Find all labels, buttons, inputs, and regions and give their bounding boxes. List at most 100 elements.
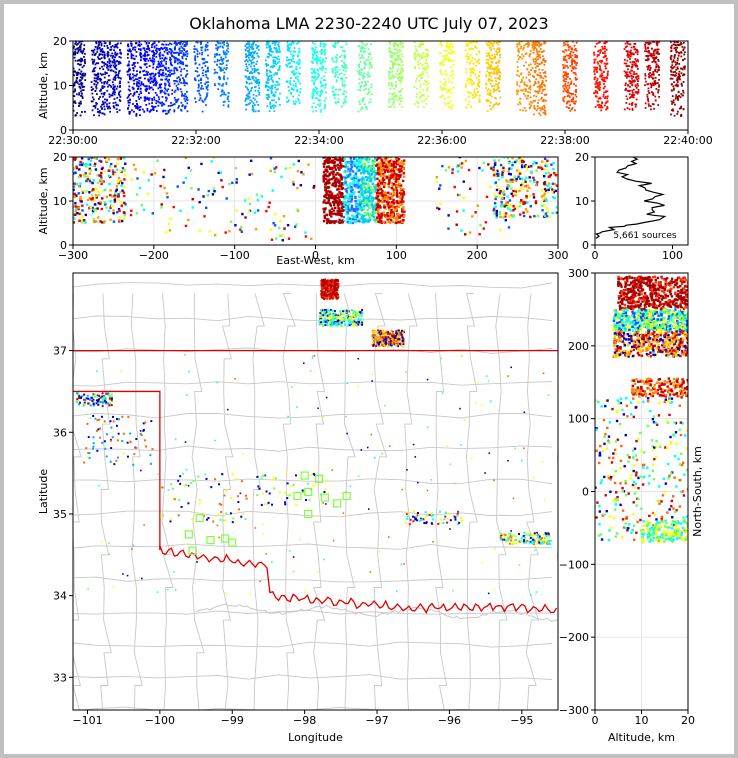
source-point: [529, 106, 531, 109]
source-point: [627, 84, 630, 87]
source-point: [318, 99, 321, 101]
source-point: [278, 98, 281, 101]
source-point: [91, 58, 94, 61]
source-point: [73, 84, 76, 87]
source-point: [473, 69, 476, 72]
source-point: [339, 176, 343, 180]
source-point: [367, 172, 370, 175]
source-point: [170, 73, 173, 75]
source-point: [566, 43, 569, 46]
source-point: [530, 104, 532, 107]
source-point: [445, 104, 447, 107]
source-point: [80, 94, 82, 97]
source-point: [447, 106, 450, 108]
source-point: [287, 86, 290, 88]
source-point: [419, 45, 421, 48]
source-point: [299, 88, 302, 90]
source-point: [112, 209, 115, 212]
source-point: [119, 62, 122, 65]
source-point: [451, 43, 454, 46]
source-point: [645, 50, 648, 53]
source-point: [245, 104, 248, 106]
source-point: [114, 51, 117, 54]
source-point: [526, 68, 529, 71]
source-point: [427, 49, 430, 52]
source-point: [97, 41, 100, 43]
source-point: [98, 97, 100, 100]
source-point: [596, 66, 598, 69]
source-point: [570, 98, 573, 101]
source-point: [132, 63, 135, 66]
source-point: [634, 51, 637, 54]
source-point: [128, 112, 131, 115]
source-point: [126, 70, 129, 73]
source-point: [200, 82, 202, 84]
source-point: [469, 47, 472, 50]
source-point: [223, 100, 226, 103]
source-point: [173, 96, 176, 99]
source-point: [155, 83, 157, 86]
source-point: [605, 48, 608, 51]
source-point: [674, 103, 676, 106]
source-point: [252, 102, 255, 105]
source-point: [151, 60, 154, 63]
source-point: [540, 50, 543, 53]
source-point: [520, 45, 523, 48]
source-point: [393, 96, 396, 98]
source-point: [78, 163, 82, 166]
source-point: [202, 74, 205, 77]
source-point: [469, 61, 471, 64]
source-point: [603, 91, 606, 94]
source-point: [397, 58, 400, 61]
source-point: [96, 111, 99, 113]
source-point: [533, 44, 536, 47]
source-point: [162, 54, 165, 57]
source-point: [119, 96, 122, 98]
source-point: [516, 43, 518, 46]
source-point: [680, 93, 683, 95]
source-point: [539, 76, 542, 79]
source-point: [79, 182, 82, 185]
source-point: [123, 178, 126, 181]
source-point: [286, 41, 289, 44]
source-point: [332, 209, 335, 212]
source-point: [534, 43, 537, 45]
source-point: [485, 58, 488, 61]
source-point: [248, 50, 250, 52]
source-point: [658, 96, 661, 98]
source-point: [476, 76, 478, 79]
source-point: [400, 160, 404, 163]
source-point: [519, 109, 522, 111]
y-tick-label: 20: [53, 35, 67, 48]
source-point: [644, 48, 647, 50]
source-point: [86, 198, 90, 202]
source-point: [143, 63, 146, 66]
source-point: [221, 45, 224, 48]
source-point: [225, 64, 228, 67]
source-point: [275, 101, 277, 104]
source-point: [248, 92, 251, 95]
source-point: [266, 85, 269, 88]
source-point: [168, 229, 172, 232]
source-point: [544, 84, 546, 87]
source-point: [177, 76, 180, 79]
source-point: [254, 67, 256, 70]
source-point: [496, 41, 498, 44]
source-point: [603, 56, 606, 58]
source-point: [291, 41, 294, 43]
source-point: [280, 175, 283, 179]
source-point: [656, 82, 659, 84]
source-point: [103, 157, 107, 159]
source-point: [321, 84, 324, 87]
source-point: [533, 60, 535, 63]
source-point: [678, 77, 681, 79]
source-point: [184, 41, 187, 44]
source-point: [152, 81, 155, 83]
source-point: [157, 96, 160, 98]
source-point: [246, 46, 248, 49]
source-point: [317, 58, 320, 60]
source-point: [674, 71, 677, 73]
source-point: [186, 110, 189, 113]
source-point: [378, 179, 381, 183]
source-point: [532, 51, 535, 54]
